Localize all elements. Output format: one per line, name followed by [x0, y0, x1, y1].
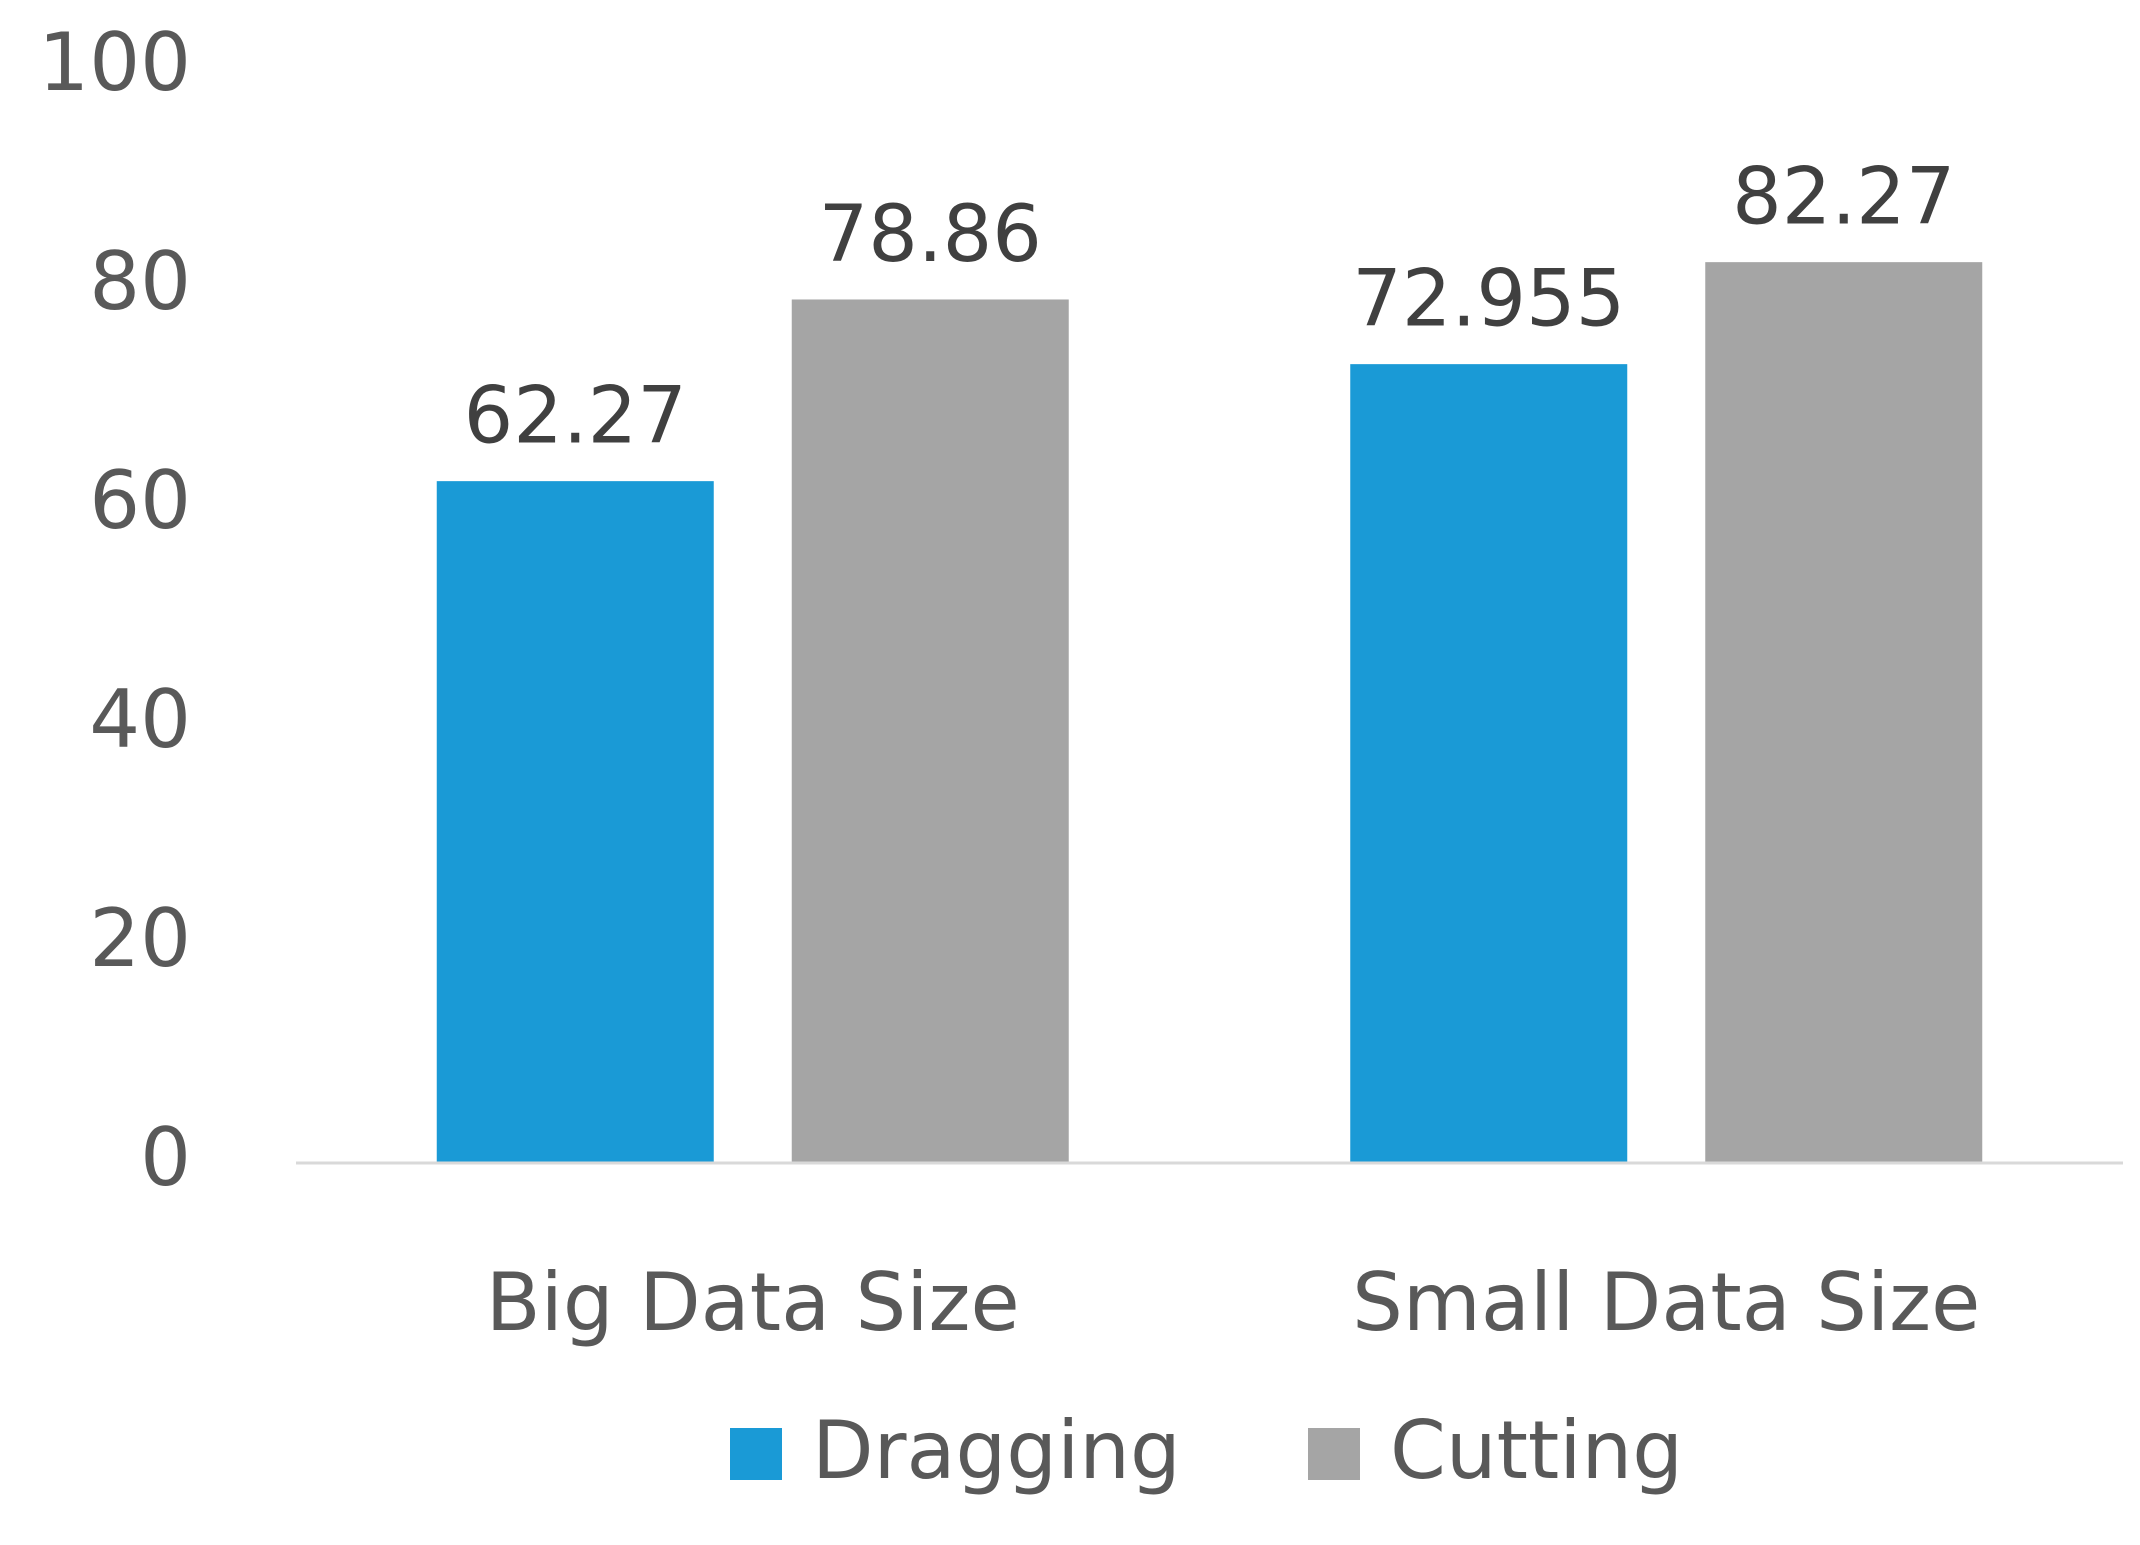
bar	[791, 299, 1069, 1163]
y-tick-label: 40	[89, 673, 191, 766]
x-tick-label: Big Data Size	[486, 1256, 1020, 1349]
y-tick-label: 0	[140, 1111, 191, 1204]
legend-swatch	[730, 1428, 782, 1480]
data-label: 82.27	[1732, 153, 1955, 243]
y-tick-label: 100	[38, 16, 191, 109]
data-label: 78.86	[819, 190, 1042, 280]
x-tick-label: Small Data Size	[1352, 1256, 1980, 1349]
legend-swatch	[1308, 1428, 1360, 1480]
bar	[1705, 262, 1983, 1163]
legend-label: Cutting	[1390, 1404, 1683, 1497]
legend-label: Dragging	[812, 1404, 1181, 1497]
y-tick-label: 20	[89, 892, 191, 985]
bar	[436, 481, 714, 1163]
bar	[1350, 364, 1628, 1163]
y-tick-label: 80	[89, 235, 191, 328]
y-tick-label: 60	[89, 454, 191, 547]
data-label: 72.955	[1352, 255, 1625, 345]
data-label: 62.27	[464, 372, 687, 462]
